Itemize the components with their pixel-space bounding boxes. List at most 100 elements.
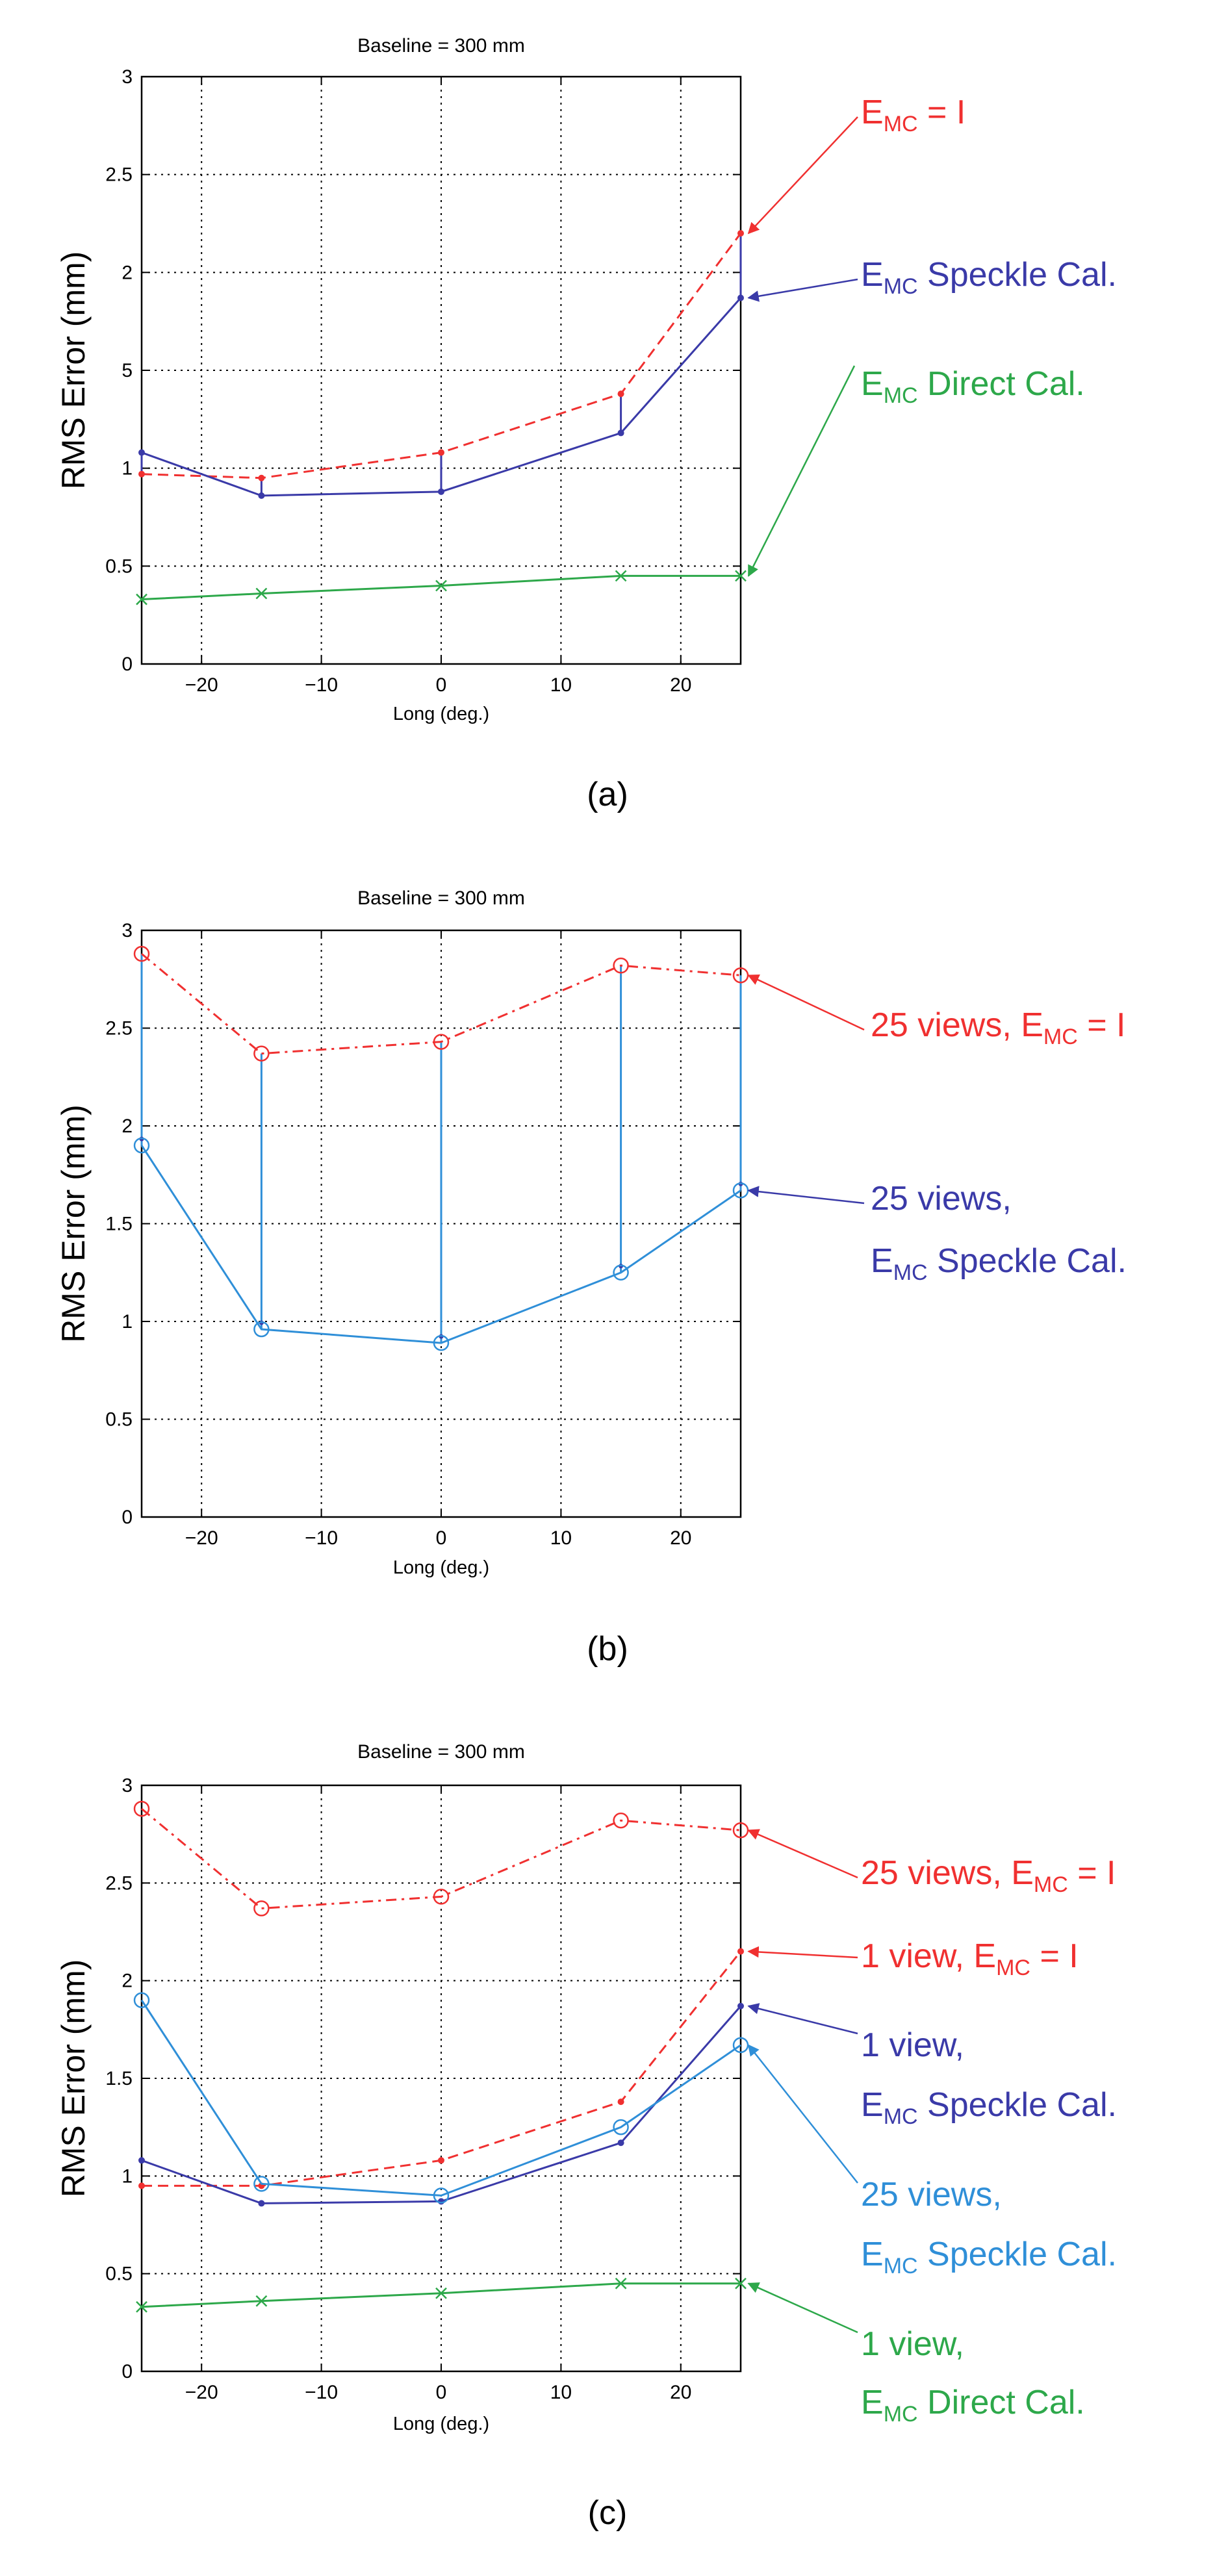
annotation: 25 views, EMC Speckle Cal. (747, 2044, 1117, 2278)
annotation-text: 1 view, (861, 2325, 964, 2363)
subscript: MC (884, 2104, 918, 2129)
subscript: MC (1043, 1025, 1078, 1049)
annotation-arrow (747, 2282, 858, 2334)
y-tick-label: 1.5 (105, 1214, 133, 1235)
annotation-arrow (747, 1829, 858, 1879)
annotation: 1 view, EMC Direct Cal. (747, 2282, 1085, 2427)
data-point (136, 2301, 147, 2313)
y-tick-label: 5 (122, 360, 133, 381)
annotation-span: E (861, 256, 884, 294)
annotation-text: EMC Direct Cal. (861, 2384, 1085, 2427)
data-point (613, 1264, 629, 1281)
y-tick-label: 2 (122, 1116, 133, 1137)
annotation-arrow (747, 278, 858, 302)
annotation: EMC Speckle Cal. (747, 256, 1117, 302)
annotation-span: E (861, 2236, 884, 2273)
y-tick-label: 0.5 (105, 2264, 133, 2285)
annotation-text: 1 view, EMC = I (861, 1937, 1079, 1980)
data-point (737, 1948, 744, 1955)
data-point (433, 2187, 450, 2204)
annotation-span: Direct Cal. (918, 2384, 1085, 2421)
annotation-span: E (871, 1242, 893, 1280)
annotation: 25 views,EMC Speckle Cal. (747, 1180, 1127, 1285)
annotation-span: = I (918, 94, 966, 131)
data-point (138, 449, 145, 456)
y-tick-label: 3 (122, 1775, 133, 1796)
y-tick-label: 1 (122, 1311, 133, 1333)
data-point (737, 230, 744, 237)
data-point (438, 2157, 444, 2164)
annotation: 25 views, EMC = I (747, 975, 1126, 1049)
data-point (615, 570, 627, 582)
annotation-text: EMC Direct Cal. (861, 365, 1085, 408)
annotation-text: 1 view, (861, 2026, 964, 2064)
annotation-text: 25 views, (861, 2176, 1002, 2213)
subscript: MC (996, 1956, 1030, 1980)
x-tick-label: 10 (550, 674, 572, 696)
x-tick-label: −10 (305, 674, 338, 696)
x-marker-stroke (435, 580, 447, 592)
data-point (253, 1900, 270, 1917)
x-tick-label: −10 (305, 1527, 338, 1549)
subscript: MC (884, 383, 918, 408)
x-tick-label: 0 (436, 674, 447, 696)
panel-c: −20 −10 0 10 20 0 0.5 1 1.5 2 2.5 3 Baseline = 300 m… (55, 1741, 1117, 2532)
y-tick-label: 1.5 (105, 2068, 133, 2089)
y-tick-label: 0.5 (105, 1409, 133, 1431)
annotation-span: Direct Cal. (918, 365, 1085, 403)
data-point (433, 1034, 450, 1050)
data-point (253, 1045, 270, 1062)
annotation-text: EMC Speckle Cal. (861, 2086, 1117, 2129)
series-line (140, 1999, 741, 2197)
y-tick-label: 0 (122, 654, 133, 675)
annotation-arrow (747, 116, 858, 235)
annotation-span: = I (1030, 1937, 1079, 1975)
annotation-span: E (861, 2384, 884, 2421)
data-point (613, 1812, 629, 1829)
panel-caption: (a) (587, 776, 628, 813)
data-point (615, 2277, 627, 2289)
data-point (613, 2119, 629, 2136)
y-tick-label: 2 (122, 1970, 133, 1992)
annotation-span: 1 view, (861, 2325, 964, 2363)
data-point (617, 429, 624, 437)
annotation-arrow (747, 1186, 865, 1205)
annotation-span: 25 views, (861, 2176, 1002, 2213)
x-tick-label: 20 (670, 2382, 691, 2403)
annotation: 25 views, EMC = I (747, 1829, 1116, 1897)
data-point (613, 957, 629, 974)
data-point (435, 2287, 447, 2299)
data-point (438, 449, 444, 456)
data-point (138, 2157, 145, 2164)
x-tick-label: 10 (550, 2382, 572, 2403)
data-point (133, 1137, 150, 1154)
x-marker-stroke (255, 2295, 268, 2307)
annotation-arrow (747, 2044, 858, 2184)
x-tick-label: −20 (185, 2382, 218, 2403)
x-tick-label: 20 (670, 1527, 691, 1549)
y-tick-label: 0 (122, 2361, 133, 2382)
data-point (435, 580, 447, 592)
subscript: MC (893, 1260, 928, 1285)
data-point (735, 2277, 747, 2289)
x-marker-stroke (615, 570, 627, 582)
y-axis-label: RMS Error (mm) (55, 251, 92, 490)
data-point (735, 570, 747, 582)
annotation-span: = I (1068, 1854, 1116, 1892)
data-point (255, 2295, 268, 2307)
panel-a: −20 −10 0 10 20 0 0.5 1 5 2 2.5 3 Baseline = 300 mm L… (55, 35, 1117, 813)
y-tick-label: 3 (122, 920, 133, 941)
panel-caption: (b) (587, 1630, 628, 1668)
series-line (140, 1145, 741, 1344)
series-line (141, 952, 741, 1055)
annotation-span: E (861, 94, 884, 131)
data-point (255, 587, 268, 600)
annotation-span: 25 views, E (871, 1006, 1043, 1044)
y-tick-label: 2.5 (105, 164, 133, 186)
subscript: MC (884, 112, 918, 136)
annotation: EMC Direct Cal. (747, 365, 1085, 577)
data-point (617, 2139, 624, 2147)
subscript: MC (884, 274, 918, 299)
data-point (438, 488, 444, 495)
